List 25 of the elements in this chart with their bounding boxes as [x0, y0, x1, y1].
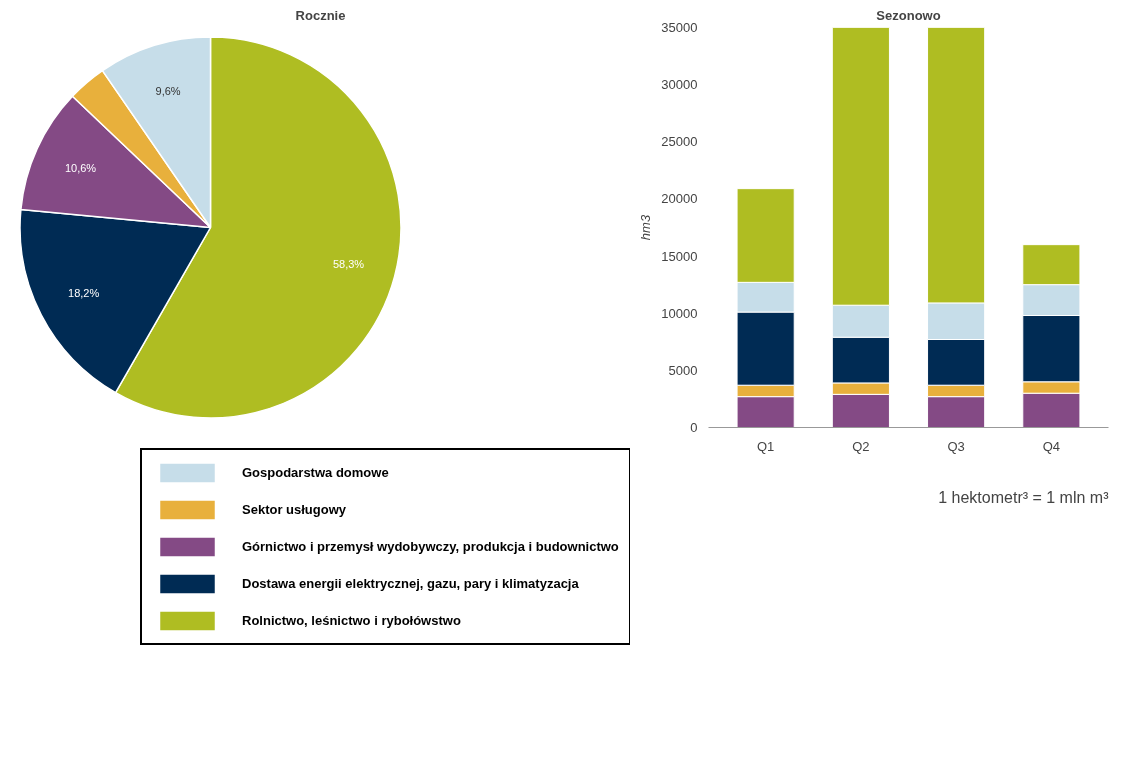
text: 1 hektometr³ = 1 mln m³: [938, 488, 1110, 506]
legend-label: Sektor usługowy: [242, 502, 347, 517]
x-tick-label: Q4: [1042, 438, 1061, 454]
x-tick-label: Q3: [947, 438, 965, 454]
y-tick-label: 10000: [661, 305, 698, 321]
x-tick-label: Q2: [852, 438, 870, 454]
y-tick-label: 35000: [661, 20, 698, 35]
data-label: 58,3%: [332, 258, 365, 271]
y-tick-label: 25000: [661, 134, 698, 150]
legend-label: Rolnictwo, leśnictwo i rybołówstwo: [242, 613, 461, 628]
chart-title: Rocznie: [295, 7, 346, 23]
y-tick-label: 15000: [661, 248, 698, 264]
y-tick-label: 5000: [668, 362, 698, 378]
y-axis-title: hm3: [638, 214, 654, 241]
data-label: 9,6%: [155, 85, 181, 98]
y-tick-label: 0: [690, 420, 698, 435]
data-label: 10,6%: [64, 162, 97, 175]
x-tick-label: Q1: [756, 438, 775, 454]
legend-label: Dostawa energii elektrycznej, gazu, pary i klimatyzacja: [242, 576, 579, 591]
legend-label: Górnictwo i przemysł wydobywczy, produkcja i budownictwo: [242, 539, 619, 554]
data-label: 18,2%: [68, 287, 100, 300]
chart-title: Sezonowo: [876, 7, 941, 23]
y-tick-label: 30000: [661, 77, 698, 93]
y-tick-label: 20000: [661, 191, 698, 207]
legend-label: Gospodarstwa domowe: [242, 465, 389, 480]
